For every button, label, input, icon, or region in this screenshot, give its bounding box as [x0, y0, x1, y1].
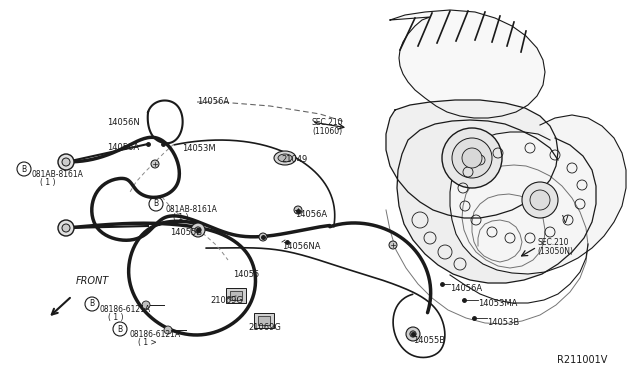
- Text: 21049: 21049: [281, 155, 307, 164]
- Text: 14056N: 14056N: [107, 118, 140, 127]
- Text: 14056A: 14056A: [295, 210, 327, 219]
- Text: FRONT: FRONT: [76, 276, 109, 286]
- Text: 14056A: 14056A: [197, 97, 229, 106]
- Circle shape: [442, 128, 502, 188]
- Circle shape: [530, 190, 550, 210]
- Polygon shape: [397, 120, 596, 283]
- Text: 081AB-8161A: 081AB-8161A: [32, 170, 84, 179]
- Circle shape: [195, 227, 201, 233]
- Text: ( 1 ): ( 1 ): [40, 178, 56, 187]
- Polygon shape: [386, 100, 558, 218]
- Circle shape: [406, 327, 420, 341]
- Text: B: B: [21, 164, 27, 173]
- Polygon shape: [390, 10, 545, 118]
- Text: ( 1 >: ( 1 >: [138, 338, 157, 347]
- Text: B: B: [154, 199, 159, 208]
- Circle shape: [294, 206, 302, 214]
- Text: 14055B: 14055B: [413, 336, 445, 345]
- Text: 14053MA: 14053MA: [478, 299, 517, 308]
- Bar: [258, 316, 270, 325]
- Text: 14055B: 14055B: [170, 228, 202, 237]
- Text: 21069G: 21069G: [210, 296, 243, 305]
- Text: 08186-6121A: 08186-6121A: [130, 330, 181, 339]
- Polygon shape: [450, 115, 626, 274]
- Text: 14055: 14055: [233, 270, 259, 279]
- Text: SEC.210: SEC.210: [537, 238, 568, 247]
- Circle shape: [522, 182, 558, 218]
- Text: V: V: [562, 215, 568, 225]
- Bar: [254, 313, 274, 328]
- Bar: [226, 288, 246, 303]
- Circle shape: [191, 223, 205, 237]
- Ellipse shape: [278, 154, 292, 162]
- Text: 14053M: 14053M: [182, 144, 216, 153]
- Text: 14056NA: 14056NA: [282, 242, 321, 251]
- Text: ( 1 ): ( 1 ): [108, 313, 124, 322]
- Circle shape: [62, 158, 70, 166]
- Circle shape: [58, 154, 74, 170]
- Circle shape: [151, 160, 159, 168]
- Circle shape: [259, 233, 267, 241]
- Text: SEC.210: SEC.210: [312, 118, 344, 127]
- Text: 081AB-8161A: 081AB-8161A: [165, 205, 217, 214]
- Circle shape: [452, 138, 492, 178]
- Text: (11060): (11060): [312, 127, 342, 136]
- Circle shape: [142, 301, 150, 309]
- Circle shape: [62, 224, 70, 232]
- Circle shape: [462, 148, 482, 168]
- Ellipse shape: [274, 151, 296, 165]
- Text: 14056A: 14056A: [450, 284, 482, 293]
- Text: R211001V: R211001V: [557, 355, 607, 365]
- Circle shape: [389, 241, 397, 249]
- Text: 08186-6121A: 08186-6121A: [100, 305, 151, 314]
- Text: ( 1 ): ( 1 ): [173, 213, 189, 222]
- Text: 14053B: 14053B: [487, 318, 519, 327]
- Circle shape: [58, 220, 74, 236]
- Text: 14056A: 14056A: [107, 143, 139, 152]
- Circle shape: [410, 331, 416, 337]
- Text: (13050N): (13050N): [537, 247, 573, 256]
- Bar: [230, 291, 242, 300]
- Text: B: B: [117, 324, 123, 334]
- Text: B: B: [90, 299, 95, 308]
- Circle shape: [164, 326, 172, 334]
- Text: 21069G: 21069G: [248, 323, 281, 332]
